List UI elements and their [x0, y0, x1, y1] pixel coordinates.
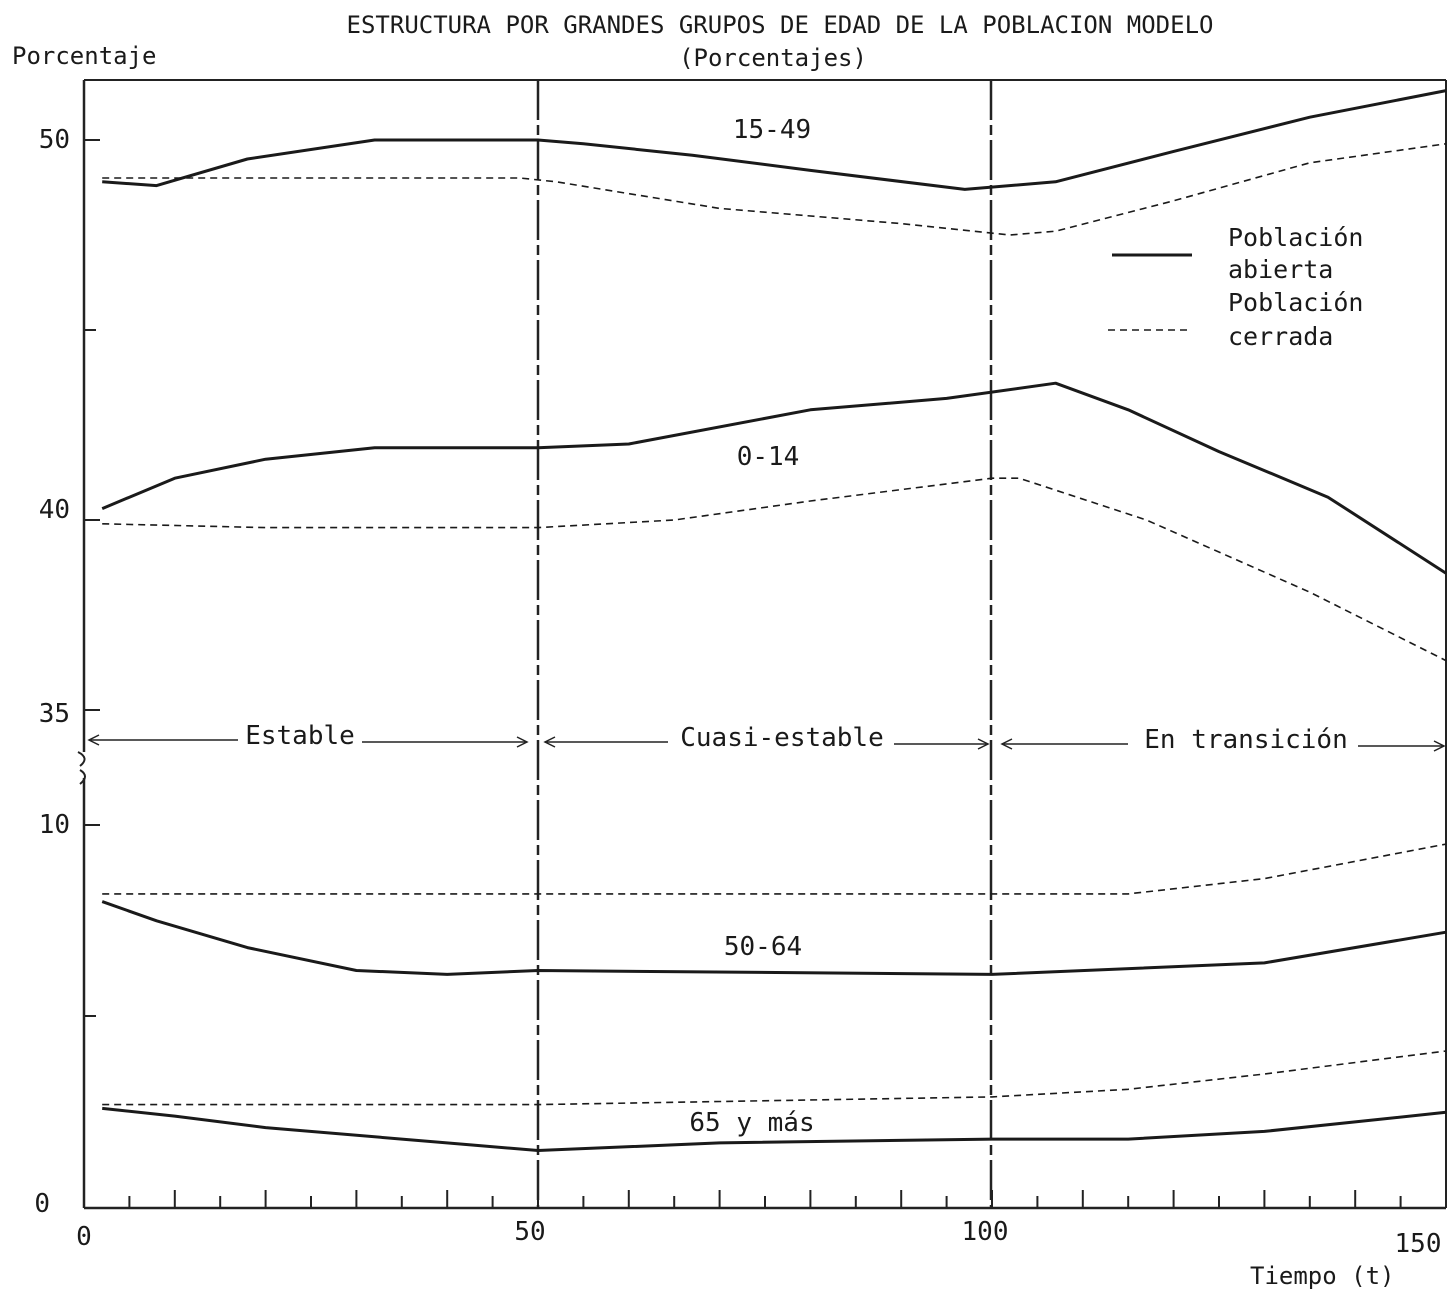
series-65-y-mas-abierta: [102, 1106, 1447, 1152]
axis-break-mark-lower: [79, 769, 86, 785]
x-tick-label-100: 100: [962, 1217, 1009, 1247]
series-15-49-abierta: [102, 89, 1447, 191]
group-label-15-49: 15-49: [733, 115, 811, 145]
y-tick-label-0: 0: [34, 1189, 50, 1219]
group-label-0-14: 0-14: [737, 442, 800, 472]
series-15-49-cerrada: [102, 143, 1447, 236]
group-label-65-y-mas: 65 y más: [689, 1108, 814, 1138]
legend-label-cerrada-1: Población: [1228, 288, 1363, 317]
chart-subtitle: (Porcentajes): [679, 44, 867, 72]
axis-break-mark-upper: [77, 751, 86, 767]
legend-label-abierta-2: abierta: [1228, 255, 1333, 284]
y-tick-label-10: 10: [39, 810, 70, 840]
x-tick-label-50: 50: [514, 1217, 545, 1247]
period-estable: Estable: [87, 721, 529, 751]
period-cuasi-estable: Cuasi-estable: [543, 723, 990, 753]
legend: Población abierta Población cerrada: [1108, 223, 1363, 351]
x-minor-ticks: [128, 1190, 1402, 1208]
chart-title: ESTRUCTURA POR GRANDES GRUPOS DE EDAD DE…: [347, 11, 1214, 39]
series-50-64-cerrada: [102, 843, 1447, 895]
x-tick-label-0: 0: [76, 1222, 92, 1252]
series-lines: [101, 89, 1447, 1152]
series-0-14-abierta: [101, 381, 1447, 575]
period-label-en-transicion: En transición: [1144, 725, 1348, 755]
period-label-cuasi-estable: Cuasi-estable: [680, 723, 884, 753]
period-en-transicion: En transición: [1000, 725, 1446, 755]
y-tick-label-35: 35: [39, 699, 70, 729]
y-axis-label: Porcentaje: [12, 42, 157, 70]
x-tick-label-150: 150: [1395, 1229, 1442, 1259]
y-tick-label-40: 40: [39, 495, 70, 525]
x-axis-label: Tiempo (t): [1250, 1262, 1395, 1290]
series-0-14-cerrada: [102, 477, 1447, 662]
legend-label-cerrada-2: cerrada: [1228, 322, 1333, 351]
series-65-y-mas-cerrada: [102, 1050, 1447, 1106]
period-label-estable: Estable: [245, 721, 355, 751]
group-label-50-64: 50-64: [724, 932, 802, 962]
series-50-64-abierta: [101, 900, 1447, 976]
legend-label-abierta-1: Población: [1228, 223, 1363, 252]
y-tick-label-50: 50: [39, 125, 70, 155]
